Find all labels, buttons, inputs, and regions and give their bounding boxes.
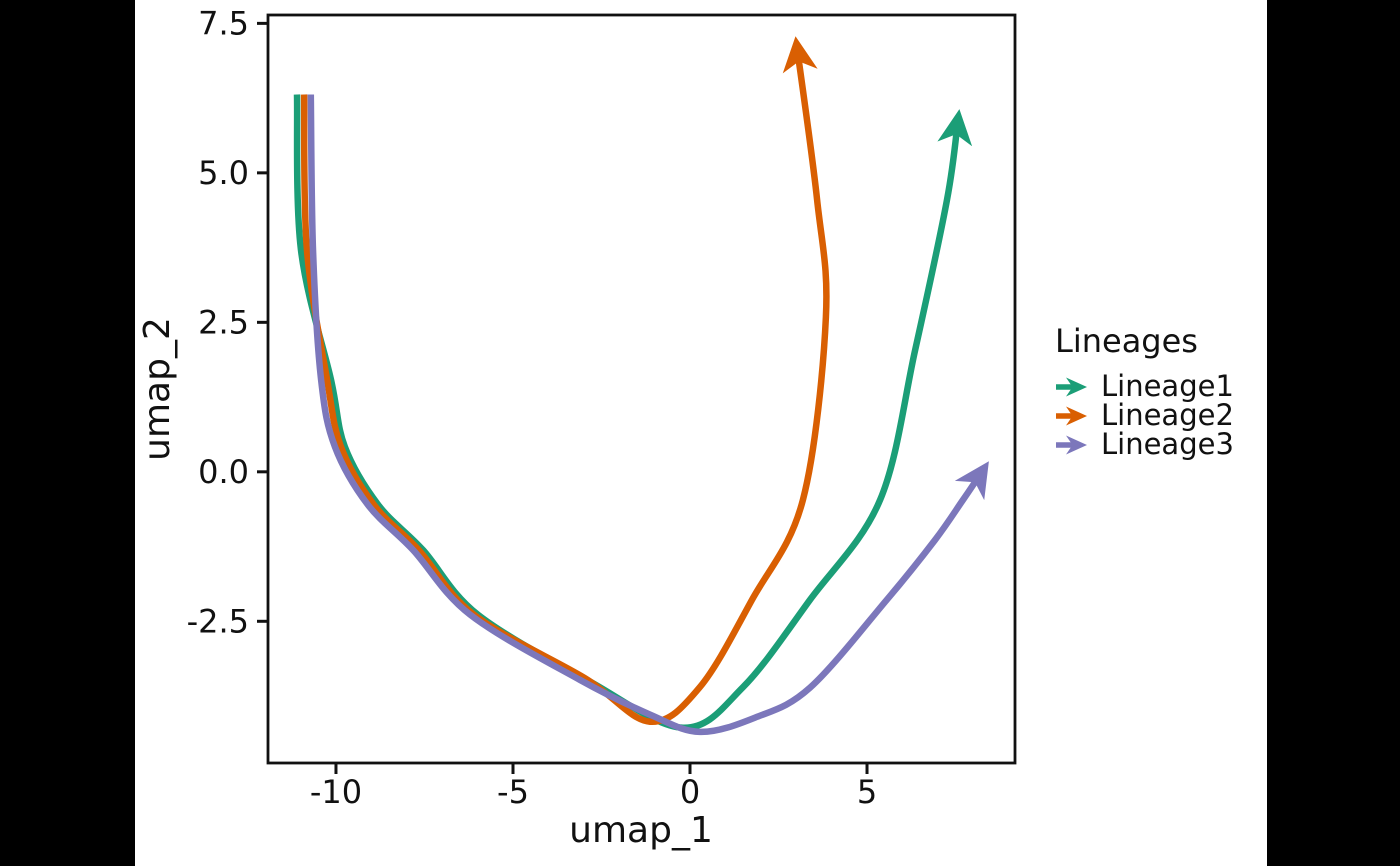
legend-label: Lineage1 — [1101, 369, 1234, 403]
y-axis-title: umap_2 — [137, 317, 178, 461]
legend: Lineages Lineage1 Lineage2 Lineage3 — [1055, 322, 1234, 459]
x-tick-label: 0 — [680, 773, 700, 811]
plot-canvas: -10 -5 0 5 -2.5 0.0 2.5 5.0 7.5 umap_1 umap_2 Li… — [135, 0, 1267, 866]
y-tick-label: 0.0 — [198, 453, 249, 491]
lineage3-curve — [307, 94, 989, 736]
legend-item-lineage2: Lineage2 — [1055, 401, 1234, 430]
y-tick-label: 7.5 — [198, 4, 249, 42]
lineage2-arrow-icon — [1056, 406, 1087, 425]
legend-item-lineage1: Lineage1 — [1055, 372, 1234, 401]
y-tick-label: -2.5 — [187, 602, 249, 640]
legend-label: Lineage3 — [1101, 427, 1234, 461]
x-tick-label: -10 — [310, 773, 362, 811]
x-axis-title: umap_1 — [569, 810, 713, 851]
legend-title: Lineages — [1055, 322, 1198, 360]
x-tick-label: -5 — [497, 773, 529, 811]
lineage-curves — [293, 36, 989, 736]
umap-trajectory-plot: -10 -5 0 5 -2.5 0.0 2.5 5.0 7.5 umap_1 umap_2 — [137, 4, 1017, 851]
legend-item-lineage3: Lineage3 — [1055, 430, 1234, 459]
x-tick-label: 5 — [857, 773, 877, 811]
lineage3-arrow-icon — [1056, 435, 1087, 454]
y-tick-label: 5.0 — [198, 154, 249, 192]
plot-panel-border — [266, 13, 1017, 765]
axis-ticks: -10 -5 0 5 -2.5 0.0 2.5 5.0 7.5 — [187, 4, 878, 811]
y-tick-label: 2.5 — [198, 303, 249, 341]
lineage1-arrow-icon — [1056, 377, 1087, 396]
legend-label: Lineage2 — [1101, 398, 1234, 432]
